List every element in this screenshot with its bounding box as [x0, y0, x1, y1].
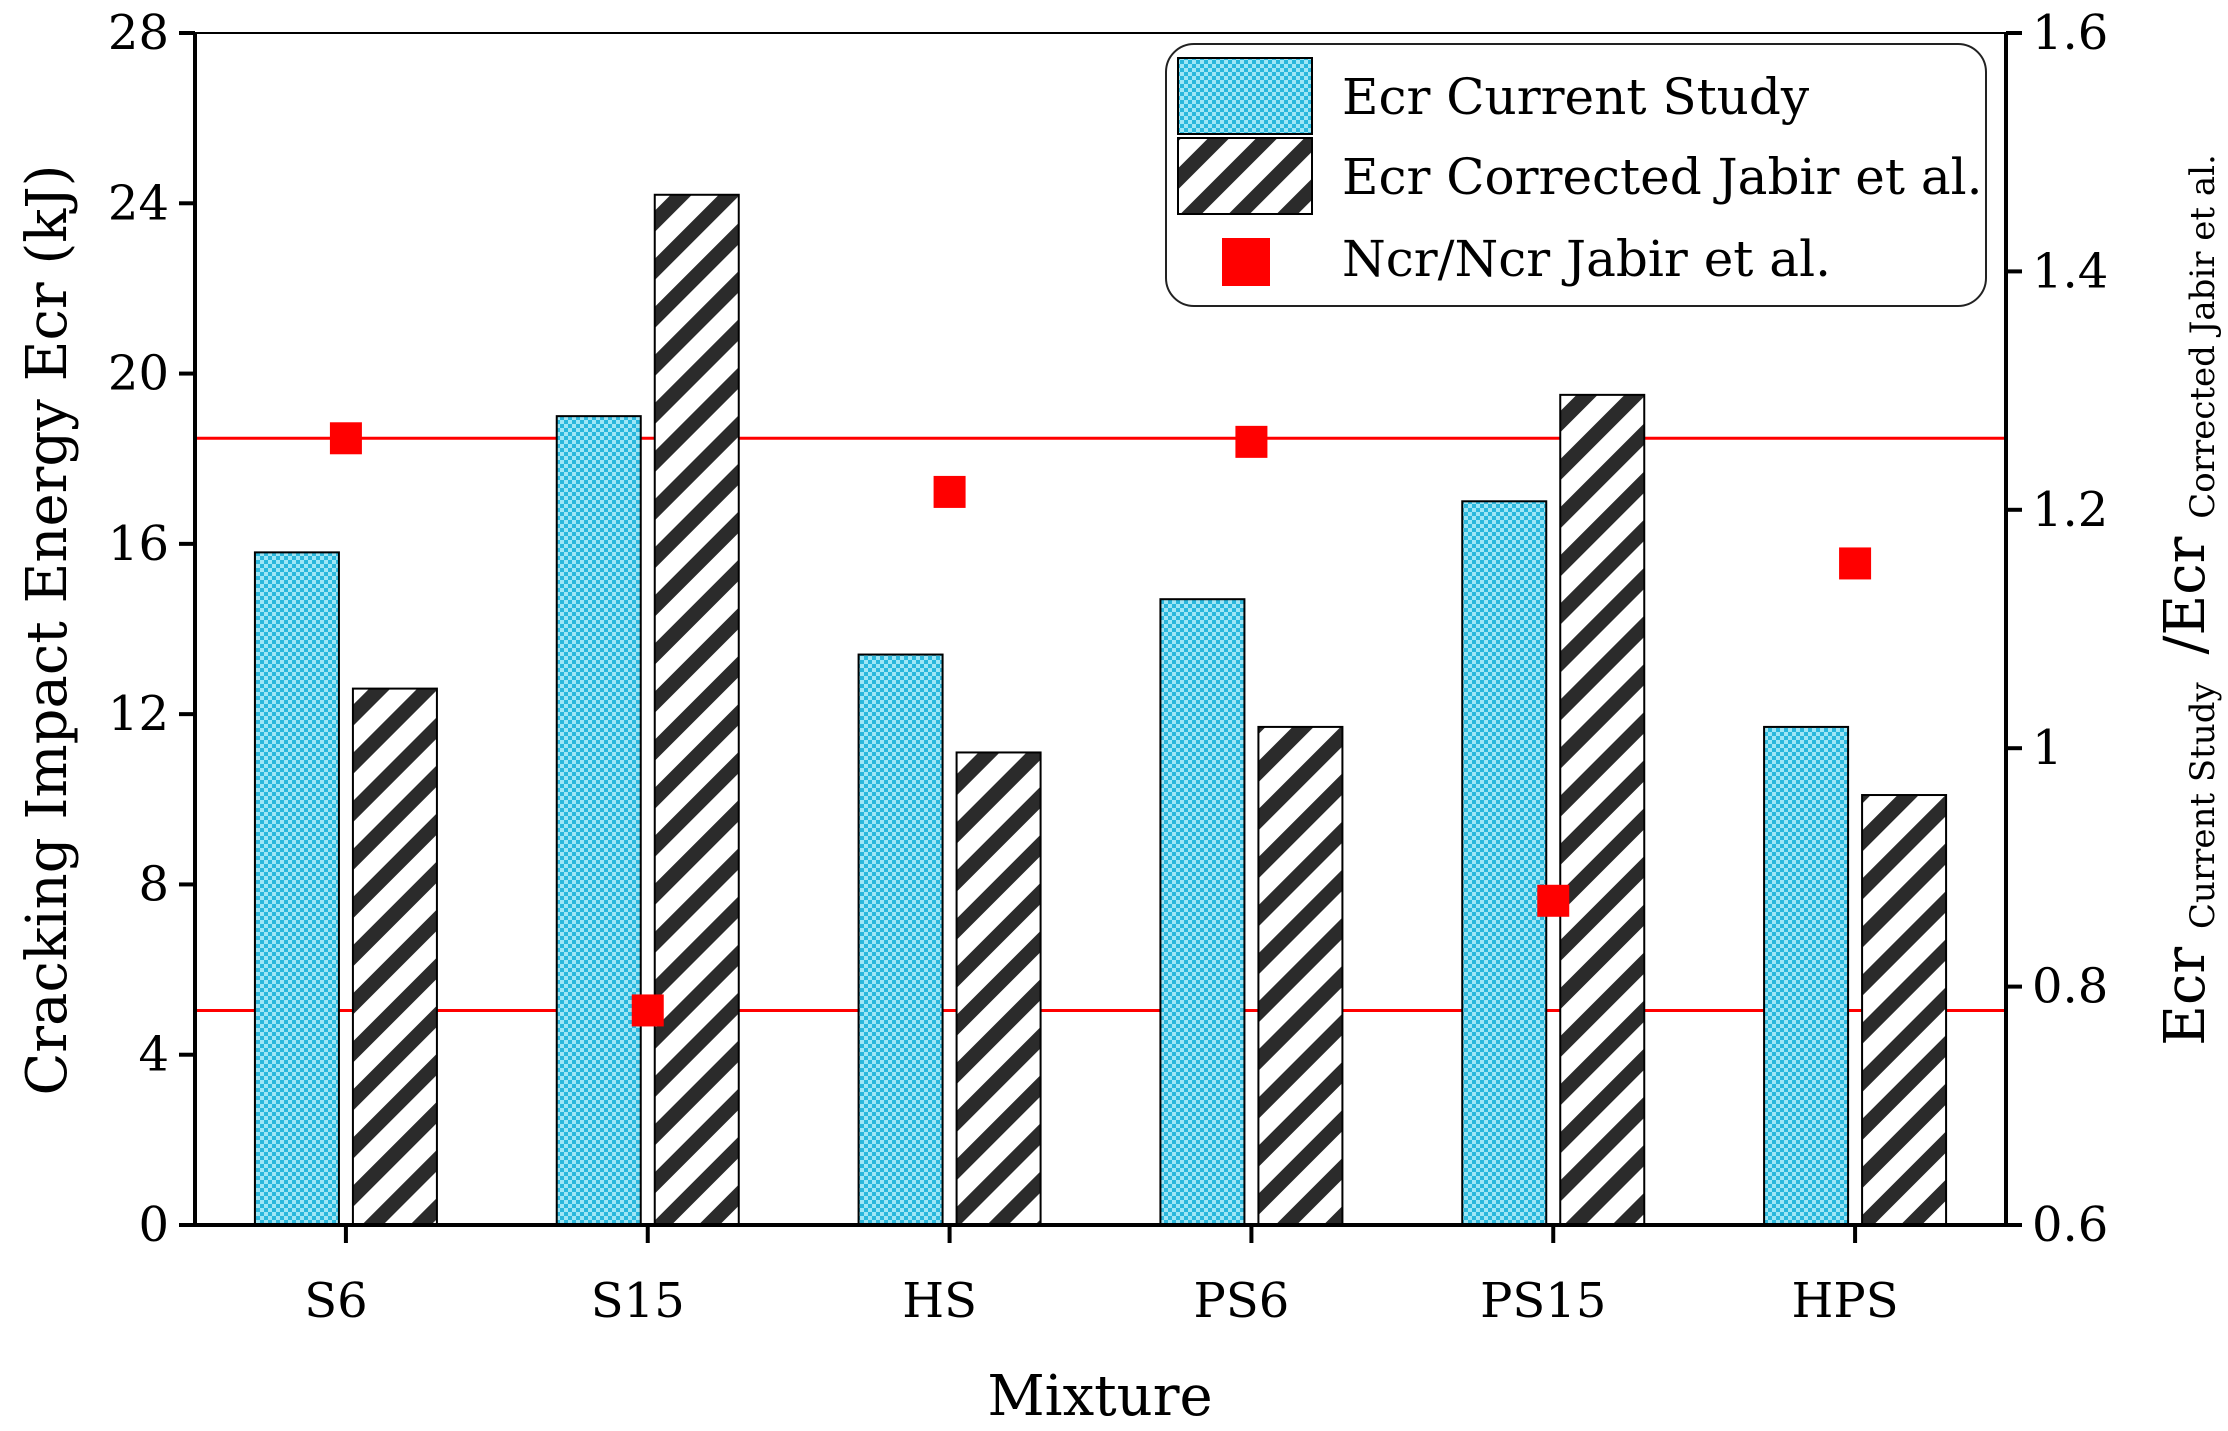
bar-corrected-jabir [1861, 794, 1948, 1226]
x-tick-label: PS15 [1480, 1273, 1606, 1329]
bar-current-study [555, 415, 642, 1226]
bar-current-study [857, 653, 944, 1226]
bar-current-study [253, 551, 340, 1226]
y2-tick-label: 0.8 [2032, 959, 2108, 1015]
y2-tick-label: 1.2 [2032, 482, 2108, 538]
ratio-marker [933, 475, 966, 508]
legend-box [1165, 43, 1987, 307]
bar-current-study [1763, 725, 1850, 1227]
ratio-marker [329, 422, 362, 455]
bar-current-study [1159, 598, 1246, 1226]
x-tick-label: HPS [1792, 1273, 1899, 1329]
y2-axis-title: Ecr Current Study /Ecr Corrected Jabir e… [2153, 154, 2228, 1046]
y2-title-sub-1: Current Study [2183, 682, 2223, 930]
x-tick-label: PS6 [1194, 1273, 1290, 1329]
legend-swatch-current-study [1177, 57, 1313, 135]
legend-label-corrected-jabir: Ecr Corrected Jabir et al. [1342, 148, 1983, 206]
legend-marker-ratio [1222, 238, 1270, 286]
bar-corrected-jabir [955, 751, 1042, 1226]
y2-tick-label: 1.6 [2032, 5, 2108, 61]
ratio-marker [1839, 547, 1872, 580]
bar-current-study [1461, 500, 1548, 1226]
ratio-marker [631, 994, 664, 1027]
legend-swatch-corrected-jabir [1177, 137, 1313, 215]
bar-corrected-jabir [351, 687, 438, 1226]
y-tick-label: 0 [138, 1197, 169, 1253]
x-tick-label: S15 [591, 1273, 685, 1329]
y2-tick-label: 1.4 [2032, 243, 2108, 299]
y2-tick-label: 1 [2032, 720, 2063, 776]
y-axis-title: Cracking Impact Energy Ecr (kJ) [15, 164, 80, 1095]
y-tick-label: 28 [108, 5, 169, 61]
y2-tick-label: 0.6 [2032, 1197, 2108, 1253]
x-tick-label: S6 [304, 1273, 367, 1329]
y-tick-label: 24 [108, 175, 169, 231]
bar-corrected-jabir [1559, 393, 1646, 1227]
ratio-marker [1537, 884, 1570, 917]
bar-corrected-jabir [1257, 725, 1344, 1227]
ratio-marker [1235, 425, 1268, 458]
x-tick-label: HS [902, 1273, 977, 1329]
y-tick-label: 4 [138, 1027, 169, 1083]
x-axis-title: Mixture [987, 1364, 1212, 1429]
legend-label-ratio: Ncr/Ncr Jabir et al. [1342, 230, 1831, 288]
y-tick-label: 12 [108, 686, 169, 742]
y2-title-main-1: Ecr [2153, 947, 2218, 1046]
legend: Ecr Current Study Ecr Corrected Jabir et… [1165, 43, 1987, 307]
bar-corrected-jabir [653, 193, 740, 1226]
y-tick-label: 20 [108, 346, 169, 402]
y2-title-sub-2: Corrected Jabir et al. [2183, 154, 2223, 519]
legend-label-current-study: Ecr Current Study [1342, 68, 1810, 126]
y-tick-label: 8 [138, 856, 169, 912]
y2-title-main-2: /Ecr [2153, 536, 2218, 654]
y-tick-label: 16 [108, 516, 169, 572]
